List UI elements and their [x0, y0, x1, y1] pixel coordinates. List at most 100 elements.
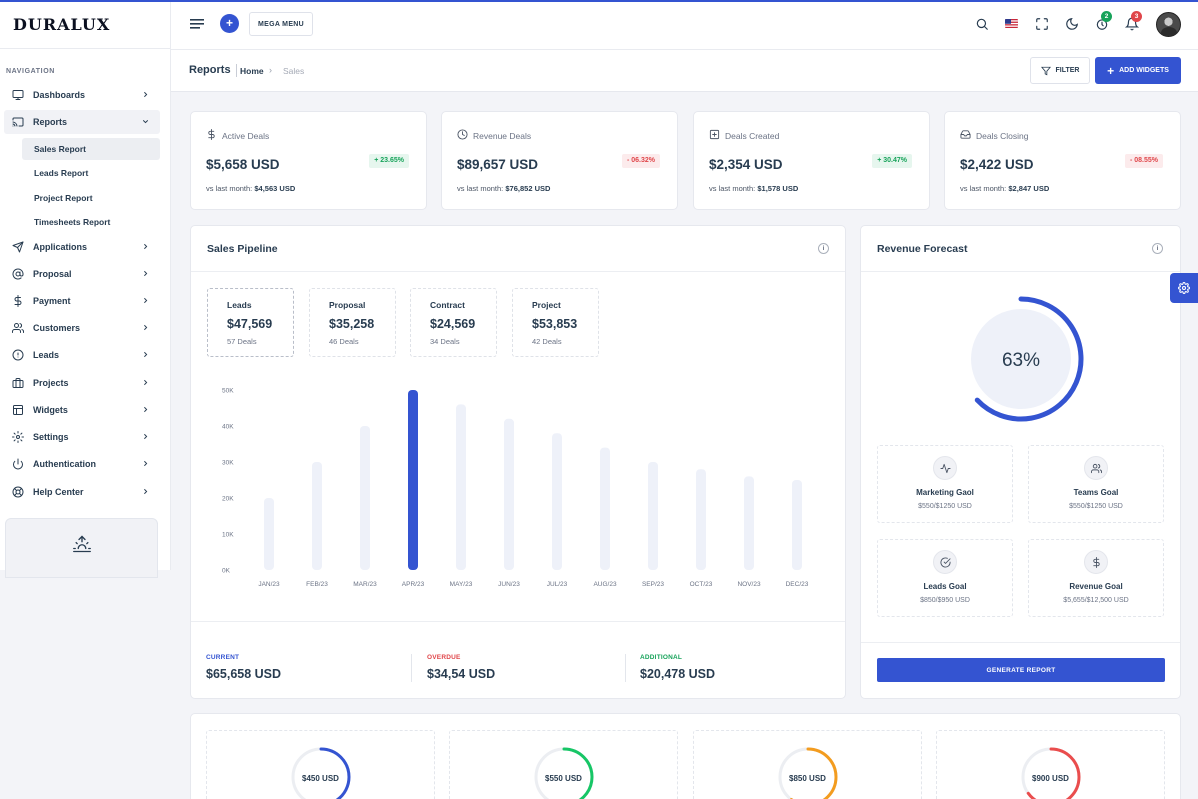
sidebar-item-applications[interactable]: Applications [4, 235, 160, 259]
stat-change-badge: + 30.47% [872, 154, 912, 168]
sidebar-item-widgets[interactable]: Widgets [4, 398, 160, 422]
hamburger-menu-icon[interactable] [190, 18, 204, 30]
sidebar-item-projects[interactable]: Projects [4, 371, 160, 395]
bar-jan-23[interactable] [264, 498, 274, 570]
gear-icon [12, 431, 24, 443]
bar-nov-23[interactable] [744, 476, 754, 570]
stat-change-badge: - 06.32% [621, 154, 660, 168]
payment-mini-card[interactable]: $550 USD [449, 730, 678, 799]
sidebar-item-dashboards[interactable]: Dashboards [4, 83, 160, 107]
info-icon[interactable]: i [818, 243, 829, 254]
comparison-value: $4,563 USD [254, 184, 296, 193]
revenue-forecast-card: Revenue Forecast i 63% Marketing Gaol $5… [860, 225, 1181, 699]
add-widgets-button[interactable]: + ADD WIDGETS [1095, 57, 1181, 84]
nav-caption: NAVIGATION [6, 68, 55, 75]
stage-value: $47,569 [227, 317, 273, 331]
submenu-item-timesheets-report[interactable]: Timesheets Report [34, 217, 111, 227]
pipeline-stage-contract[interactable]: Contract $24,569 34 Deals [410, 288, 497, 357]
pipeline-footer-divider [191, 621, 845, 622]
chevron-right-icon [144, 91, 148, 98]
us-flag-icon[interactable] [1005, 19, 1018, 28]
bar-sep-23[interactable] [648, 462, 658, 570]
pipeline-stage-proposal[interactable]: Proposal $35,258 46 Deals [309, 288, 396, 357]
sidebar-item-label: Applications [33, 242, 88, 252]
payment-mini-card[interactable]: $450 USD [206, 730, 435, 799]
total-label: OVERDUE [427, 654, 461, 661]
bar-dec-23[interactable] [792, 480, 802, 570]
sidebar-item-help-center[interactable]: Help Center [4, 480, 160, 504]
payment-amount: $450 USD [302, 774, 339, 783]
sidebar-item-payment[interactable]: Payment [4, 289, 160, 313]
stat-label: Active Deals [222, 131, 270, 141]
moon-icon[interactable] [1065, 17, 1079, 31]
x-tick-label: MAR/23 [353, 581, 377, 588]
bar-jul-23[interactable] [552, 433, 562, 570]
monitor-icon [12, 90, 24, 100]
mega-menu-button[interactable]: MEGA MENU [249, 12, 313, 36]
sidebar-promo-card[interactable] [5, 518, 158, 578]
bar-jun-23[interactable] [504, 418, 514, 570]
goal-name: Revenue Goal [1069, 582, 1123, 591]
page-title: Reports [189, 64, 231, 76]
goal-marketing-gaol[interactable]: Marketing Gaol $550/$1250 USD [877, 445, 1013, 523]
forecast-gauge: 63% [971, 296, 1084, 422]
comparison-prefix: vs last month: [709, 184, 756, 193]
page-header: Reports Home › Sales FILTER + ADD WIDGET… [171, 50, 1198, 92]
plus-icon: + [1107, 63, 1115, 78]
bar-may-23[interactable] [456, 404, 466, 570]
info-icon[interactable]: i [1152, 243, 1163, 254]
x-tick-label: AUG/23 [593, 581, 617, 588]
ring-progress [778, 747, 838, 799]
quick-add-button[interactable]: + [220, 14, 239, 33]
pipeline-stage-project[interactable]: Project $53,853 42 Deals [512, 288, 599, 357]
sidebar-item-proposal[interactable]: Proposal [4, 262, 160, 286]
stage-value: $35,258 [329, 317, 375, 331]
goal-value: $850/$950 USD [920, 597, 970, 604]
bar-feb-23[interactable] [312, 462, 322, 570]
goal-revenue-goal[interactable]: Revenue Goal $5,655/$12,500 USD [1028, 539, 1164, 617]
forecast-title: Revenue Forecast [877, 243, 968, 255]
submenu-item-sales-report[interactable]: Sales Report [22, 138, 160, 160]
bar-aug-23[interactable] [600, 447, 610, 570]
bar-apr-23[interactable] [408, 390, 418, 570]
stat-value: $2,354 USD [709, 157, 783, 172]
pipeline-stage-leads[interactable]: Leads $47,569 57 Deals [207, 288, 294, 357]
sidebar-item-leads[interactable]: Leads [4, 343, 160, 367]
submenu-item-leads-report[interactable]: Leads Report [34, 168, 89, 178]
breadcrumb-home[interactable]: Home [240, 66, 264, 76]
stat-label: Deals Closing [976, 131, 1029, 141]
brand-logo[interactable]: DURALUX [0, 0, 170, 49]
bar-mar-23[interactable] [360, 426, 370, 570]
sidebar-item-settings[interactable]: Settings [4, 425, 160, 449]
sidebar-item-reports[interactable]: Reports [4, 110, 160, 134]
generate-report-button[interactable]: GENERATE REPORT [877, 658, 1165, 682]
sidebar-item-authentication[interactable]: Authentication [4, 452, 160, 476]
stage-name: Contract [430, 300, 465, 310]
sidebar-item-customers[interactable]: Customers [4, 316, 160, 340]
users-icon [12, 323, 24, 333]
payment-mini-card[interactable]: $900 USD [936, 730, 1165, 799]
filter-button[interactable]: FILTER [1030, 57, 1090, 84]
stat-card-deals-closing: Deals Closing $2,422 USD - 08.55% vs las… [944, 111, 1181, 210]
user-avatar[interactable] [1156, 12, 1181, 37]
chevron-down-icon [142, 120, 149, 124]
submenu-item-project-report[interactable]: Project Report [34, 193, 93, 203]
search-icon[interactable] [975, 17, 989, 31]
comparison-value: $1,578 USD [757, 184, 799, 193]
goal-icon-circle [933, 456, 957, 480]
fullscreen-icon[interactable] [1035, 17, 1049, 31]
theme-customizer-button[interactable] [1170, 273, 1198, 303]
goal-teams-goal[interactable]: Teams Goal $550/$1250 USD [1028, 445, 1164, 523]
bar-oct-23[interactable] [696, 469, 706, 570]
alert-circle-icon [12, 349, 24, 361]
goal-leads-goal[interactable]: Leads Goal $850/$950 USD [877, 539, 1013, 617]
chevron-right-icon [144, 243, 148, 250]
chevron-right-icon [144, 324, 148, 331]
filter-label: FILTER [1055, 67, 1080, 74]
x-tick-label: FEB/23 [306, 581, 328, 588]
sidebar-item-label: Help Center [33, 487, 84, 497]
comparison-value: $76,852 USD [505, 184, 551, 193]
pipeline-bar-chart: 0K 10K 20K 30K 40K 50K JAN/23 FEB/23 MAR/23 APR/2… [222, 388, 809, 589]
payment-mini-card[interactable]: $850 USD [693, 730, 922, 799]
goal-value: $550/$1250 USD [1069, 503, 1123, 510]
